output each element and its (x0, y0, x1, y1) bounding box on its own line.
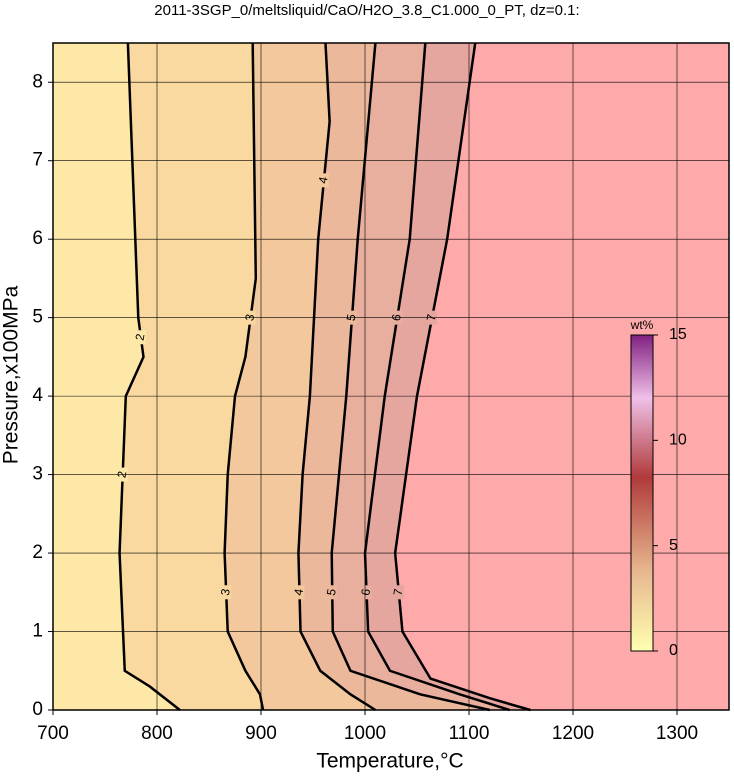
contour-label-bg (361, 585, 372, 600)
y-tick-label: 2 (32, 542, 43, 563)
x-tick-label: 700 (37, 723, 69, 744)
contour-label-bg (221, 585, 232, 600)
contour-label: 3 (218, 587, 233, 596)
contour-label: 4 (291, 587, 306, 596)
x-tick-label: 1200 (552, 723, 594, 744)
contour-label-bg (393, 585, 404, 600)
contour-fill (53, 43, 180, 710)
y-tick-label: 0 (32, 699, 43, 720)
contour-label: 5 (324, 587, 339, 596)
colorbar-tick-label: 15 (669, 326, 687, 343)
x-tick-label: 1000 (344, 723, 386, 744)
x-tick-label: 1100 (449, 723, 490, 744)
contour-label: 4 (316, 175, 331, 184)
chart-title: 2011-3SGP_0/meltsliquid/CaO/H2O_3.8_C1.0… (154, 2, 579, 19)
y-tick-label: 3 (32, 464, 43, 485)
contour-label-bg (318, 173, 329, 188)
x-tick-label: 900 (245, 723, 277, 744)
y-tick-label: 5 (32, 307, 43, 328)
y-tick-label: 8 (32, 71, 43, 92)
contour-label: 2 (133, 332, 148, 341)
y-tick-label: 7 (32, 150, 43, 171)
y-tick-label: 6 (32, 228, 43, 249)
colorbar-tick-label: 0 (669, 642, 678, 659)
y-tick-label: 4 (32, 385, 43, 406)
contour-label-bg (135, 330, 146, 345)
colorbar-tick-label: 5 (669, 537, 678, 554)
contour-label: 6 (358, 587, 373, 596)
contour-label: 7 (391, 587, 406, 596)
x-tick-label: 1300 (656, 723, 698, 744)
colorbar-tick-label: 10 (669, 432, 687, 449)
y-axis-label: Pressure,x100MPa (0, 285, 23, 464)
colorbar-label: wt% (630, 318, 654, 332)
y-tick-label: 1 (32, 621, 43, 642)
x-axis-label: Temperature,°C (316, 750, 463, 773)
plot-frame (52, 42, 730, 711)
contour-label-bg (294, 585, 305, 600)
colorbar (630, 334, 654, 652)
contour-label-bg (327, 585, 338, 600)
x-tick-label: 800 (141, 723, 173, 744)
